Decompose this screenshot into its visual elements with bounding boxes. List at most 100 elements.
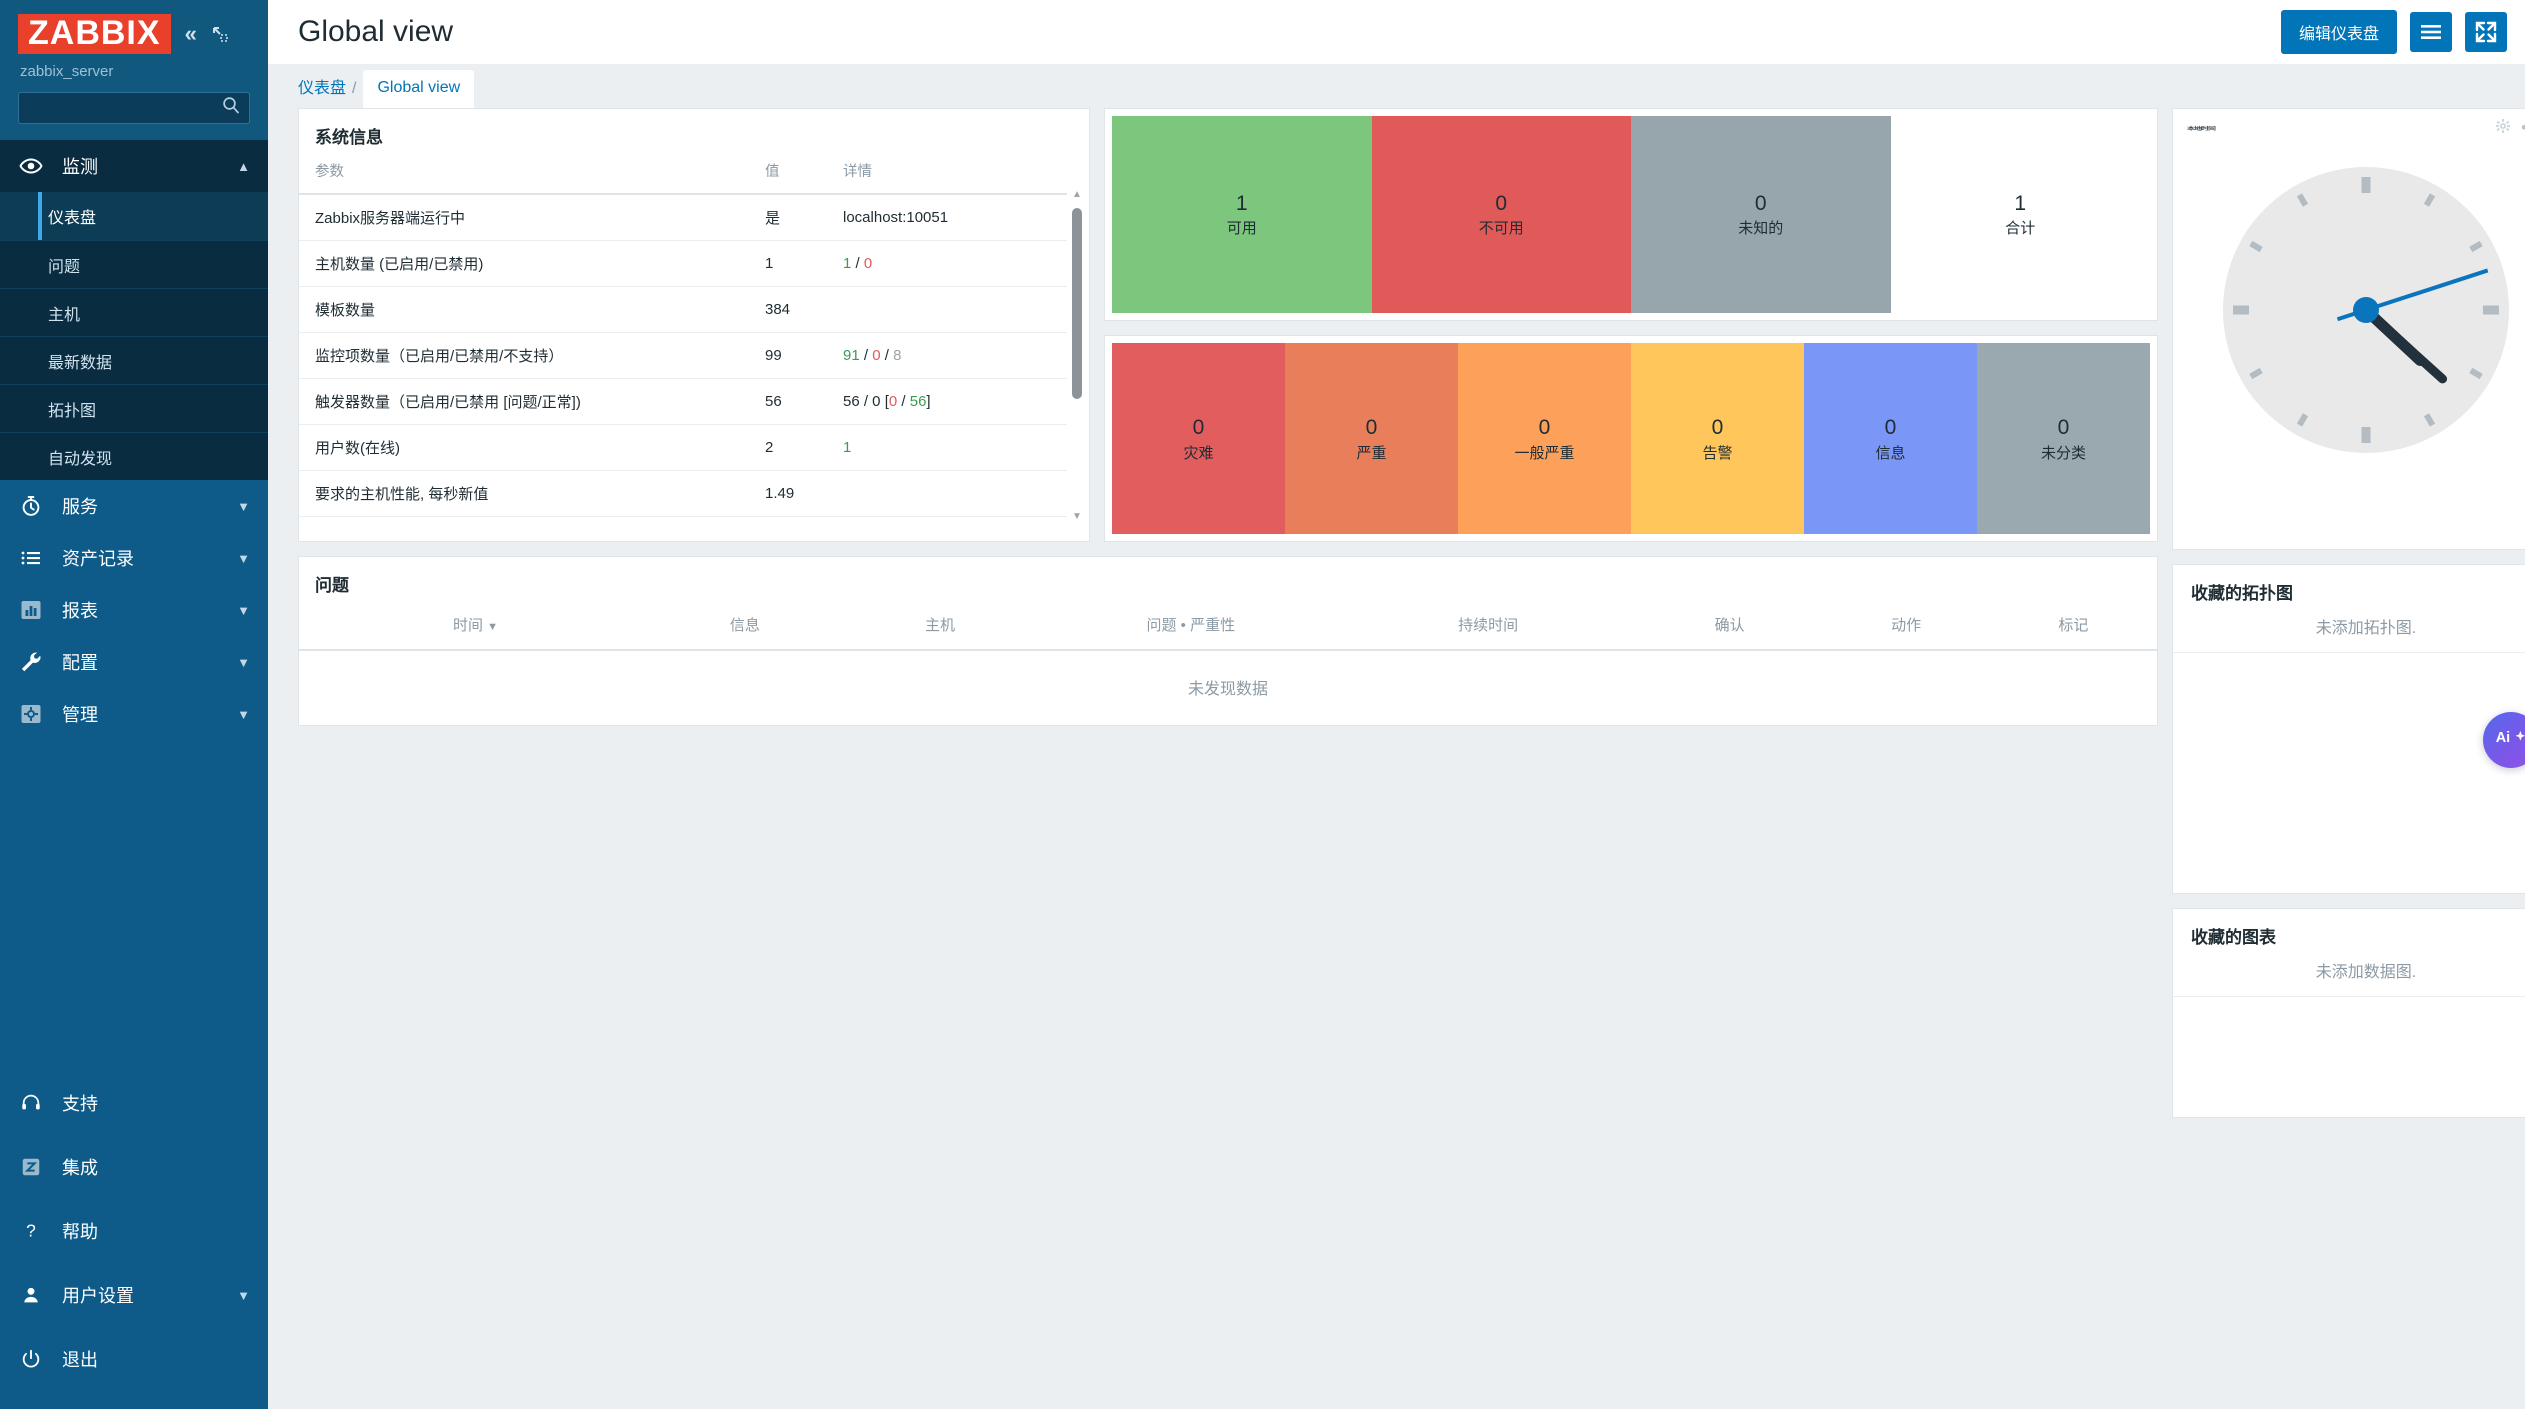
severity-label: 一般严重 [1514,444,1575,462]
ai-assistant-button[interactable]: Ai [2483,712,2525,768]
host-availability-label: 可用 [1226,219,1257,237]
severity-label: 灾难 [1183,444,1214,462]
sidebar-group-administration[interactable]: 管理 ▼ [0,688,268,740]
sidebar-group-reports[interactable]: 报表 ▼ [0,584,268,636]
sidebar-group-label-configuration: 配置 [62,653,98,673]
table-header-row: 参数 值 详情 [299,156,1067,195]
sysinfo-param: 监控项数量（已启用/已禁用/不支持） [299,332,749,379]
clock-tick [2296,193,2309,207]
host-availability-cell-不可用[interactable]: 0 不可用 [1371,116,1631,313]
problems-col-3[interactable]: 问题 • 严重性 [1042,604,1340,651]
clock-tick [2469,367,2483,380]
collapse-panel-icon[interactable] [211,25,229,43]
sidebar-item-discovery[interactable]: 自动发现 [0,432,268,480]
severity-cell-信息[interactable]: 0 信息 [1804,343,1977,534]
clock-toolbar: 本地时间 [2173,109,2525,139]
sidebar-bottom-nav: 支持 集成 ? 帮助 [0,1071,268,1409]
search-box[interactable] [18,92,250,124]
col-param: 参数 [299,156,749,195]
sidebar-group-monitoring[interactable]: 监测 ▲ [0,140,268,192]
sidebar-item-label: 自动发现 [48,450,113,468]
table-row: 主机数量 (已启用/已禁用) 1 1 / 0 [299,240,1067,287]
favorite-graphs-body [2173,996,2525,997]
sysinfo-param: 模板数量 [299,286,749,333]
hamburger-menu-icon[interactable] [2410,12,2452,52]
sidebar-item-help[interactable]: ? 帮助 [0,1199,268,1263]
sysinfo-detail: 1 [827,424,1067,471]
sidebar-nav: 监测 ▲ 仪表盘 问题 主机 最新数据 拓扑图 自动发现 服务 [0,140,268,1071]
sidebar-item-latest-data[interactable]: 最新数据 [0,336,268,384]
edit-dashboard-button[interactable]: 编辑仪表盘 [2280,10,2397,54]
sidebar-item-hosts[interactable]: 主机 [0,288,268,336]
sidebar-group-label-monitoring: 监测 [62,157,98,177]
clock-tick [2469,240,2483,253]
table-row: 模板数量 384 [299,286,1067,333]
sidebar-group-services[interactable]: 服务 ▼ [0,480,268,532]
severity-cell-灾难[interactable]: 0 灾难 [1112,343,1285,534]
host-availability-label: 合计 [2005,219,2036,237]
sidebar-group-configuration[interactable]: 配置 ▼ [0,636,268,688]
scrollbar-thumb[interactable] [1072,208,1082,399]
clock-title: 本地时间 [2187,125,2216,131]
breadcrumb-current[interactable]: Global view [363,70,475,108]
sidebar-item-user-settings[interactable]: 用户设置 ▼ [0,1263,268,1327]
problems-col-4[interactable]: 持续时间 [1339,604,1637,651]
severity-cell-未分类[interactable]: 0 未分类 [1977,343,2150,534]
sysinfo-value: 1 [749,240,827,287]
wrench-icon [18,650,44,674]
sidebar-item-integrations[interactable]: 集成 [0,1135,268,1199]
widget-header: 问题 [299,557,2157,604]
sidebar-item-support[interactable]: 支持 [0,1071,268,1135]
sidebar-item-maps[interactable]: 拓扑图 [0,384,268,432]
svg-text:?: ? [26,1221,36,1241]
problems-col-7[interactable]: 标记 [1989,604,2157,651]
problems-col-1[interactable]: 信息 [652,604,838,651]
sidebar-group-inventory[interactable]: 资产记录 ▼ [0,532,268,584]
problems-col-2[interactable]: 主机 [837,604,1043,651]
clock-tick [2249,240,2263,253]
table-head: 参数 值 详情 [299,156,1067,195]
sidebar-item-dashboard[interactable]: 仪表盘 [0,192,268,240]
table-head: 时间 ▼ 信息 主机 问题 • 严重性 持续时间 确认 动作 标记 [299,604,2157,651]
scroll-up-arrow[interactable]: ▲ [1072,189,1082,200]
sidebar-item-problems[interactable]: 问题 [0,240,268,288]
fullscreen-icon[interactable] [2465,12,2507,52]
problems-col-5[interactable]: 确认 [1636,604,1823,651]
severity-label: 未分类 [2040,444,2086,462]
host-availability-cell-合计[interactable]: 1 合计 [1890,116,2150,313]
search-icon[interactable] [221,96,241,121]
problems-col-6[interactable]: 动作 [1822,604,1990,651]
host-availability-cell-未知的[interactable]: 0 未知的 [1631,116,1891,313]
severity-cell-告警[interactable]: 0 告警 [1631,343,1804,534]
scrollbar-rail[interactable] [1069,202,1085,510]
chevron-down-icon: ▼ [237,654,250,670]
system-info-scrollbar[interactable]: ▲ ▼ [1069,190,1085,522]
scroll-down-arrow[interactable]: ▼ [1072,511,1082,522]
host-availability-cell-可用[interactable]: 1 可用 [1112,116,1372,313]
sidebar: ZABBIX « zabbix_server [0,0,268,1409]
ai-sparkle-icon: Ai [2494,726,2525,754]
severity-cell-一般严重[interactable]: 0 一般严重 [1458,343,1631,534]
sidebar-item-label: 拓扑图 [48,402,97,420]
host-availability-count: 0 [1495,192,1508,216]
sidebar-item-signout[interactable]: 退出 [0,1327,268,1391]
table-row: 触发器数量（已启用/已禁用 [问题/正常]) 56 56 / 0 [0 / 56] [299,378,1067,425]
gear-icon[interactable] [2495,118,2511,139]
sidebar-header: ZABBIX « zabbix_server [0,0,268,140]
zabbix-logo[interactable]: ZABBIX [18,14,171,54]
sidebar-bottom-label: 帮助 [62,1222,98,1242]
sysinfo-detail: 56 / 0 [0 / 56] [827,378,1067,425]
search-input[interactable] [19,93,249,123]
zabbix-z-icon [18,1156,44,1178]
sidebar-submenu-monitoring: 仪表盘 问题 主机 最新数据 拓扑图 自动发现 [0,192,268,480]
problems-col-0[interactable]: 时间 ▼ [299,604,653,651]
table-body: 未发现数据 [299,650,2157,725]
more-dots-icon[interactable]: ••• [2521,119,2525,135]
chevron-double-left-icon[interactable]: « [184,21,197,46]
breadcrumb-root[interactable]: 仪表盘 [298,80,347,97]
chevron-up-icon: ▲ [237,158,250,174]
severity-cell-严重[interactable]: 0 严重 [1285,343,1458,534]
sidebar-group-label-administration: 管理 [62,705,98,725]
sidebar-bottom-label: 用户设置 [62,1286,134,1306]
widget-title: 系统信息 [315,128,383,147]
